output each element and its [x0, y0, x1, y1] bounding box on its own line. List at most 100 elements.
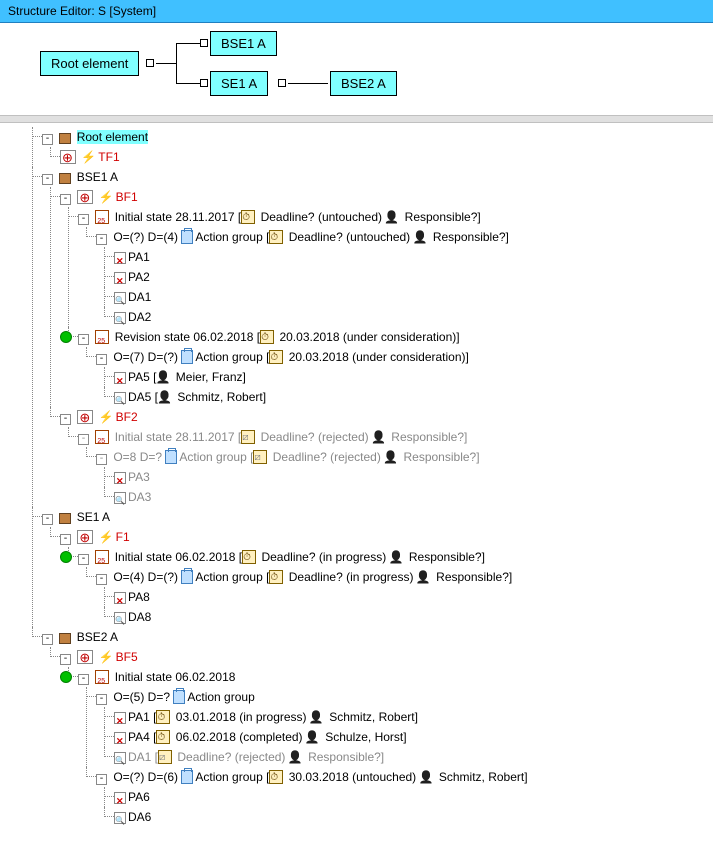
expander-icon[interactable]: - — [60, 534, 71, 545]
pa-label: PA1 — [128, 250, 150, 264]
person-text: Meier, Franz] — [172, 370, 245, 384]
da-label: DA5 [ — [128, 390, 158, 404]
pa3-row[interactable]: PA3 — [114, 467, 709, 487]
bf1-state2-ag-row[interactable]: - O=(7) D=(?) Action group [ 20.03.2018 … — [96, 347, 709, 367]
diagram-bse1-box[interactable]: BSE1 A — [210, 31, 277, 56]
bf1-row[interactable]: - ⚡BF1 — [60, 187, 709, 207]
clock-icon — [241, 210, 255, 224]
bf2-row[interactable]: - ⚡BF2 — [60, 407, 709, 427]
deadline-text: Deadline? (in progress) — [258, 550, 389, 564]
da8-row[interactable]: DA8 — [114, 607, 709, 627]
deadline-text: 06.02.2018 (completed) — [172, 730, 305, 744]
pa-label: PA5 [ — [128, 370, 156, 384]
expander-icon[interactable]: - — [96, 574, 107, 585]
bf5-ag2-row[interactable]: - O=(?) D=(6) Action group [ 30.03.2018 … — [96, 767, 709, 787]
da1-row[interactable]: DA1 — [114, 287, 709, 307]
deadline-text: Deadline? (rejected) — [257, 430, 372, 444]
da5-row[interactable]: DA5 [ Schmitz, Robert] — [114, 387, 709, 407]
bf5-row[interactable]: - ⚡BF5 — [60, 647, 709, 667]
state-text: Revision state 06.02.2018 [ — [115, 330, 260, 344]
effect-icon — [77, 530, 93, 544]
clock-icon — [269, 570, 283, 584]
tf1-row[interactable]: ⚡TF1 — [60, 147, 709, 167]
effect-icon — [77, 410, 93, 424]
expander-icon[interactable]: - — [78, 434, 89, 445]
expander-icon[interactable]: - — [60, 654, 71, 665]
tree-root-row[interactable]: - Root element — [42, 127, 709, 147]
pa6-row[interactable]: PA6 — [114, 787, 709, 807]
da3-row[interactable]: DA3 — [114, 487, 709, 507]
expander-icon[interactable]: - — [78, 334, 89, 345]
connector-icon — [200, 79, 208, 87]
ag-label: Action group [ — [179, 450, 253, 464]
se1-row[interactable]: - SE1 A — [42, 507, 709, 527]
clipboard-icon — [181, 570, 193, 584]
expander-icon[interactable]: - — [78, 554, 89, 565]
ag-resp: Responsible?] — [400, 450, 479, 464]
diagram-bse2-box[interactable]: BSE2 A — [330, 71, 397, 96]
expander-icon[interactable]: - — [78, 674, 89, 685]
da6-row[interactable]: DA6 — [114, 807, 709, 827]
bf5-ag1-row[interactable]: - O=(5) D=? Action group — [96, 687, 709, 707]
expander-icon[interactable]: - — [96, 774, 107, 785]
person-text: Schmitz, Robert] — [174, 390, 266, 404]
bse1-row[interactable]: - BSE1 A — [42, 167, 709, 187]
structure-diagram: Root element BSE1 A SE1 A BSE2 A — [0, 23, 713, 115]
pa-label: PA1 [ — [128, 710, 156, 724]
bf5-state-row[interactable]: - Initial state 06.02.2018 — [78, 667, 709, 687]
expander-icon[interactable]: - — [78, 214, 89, 225]
calendar-icon — [95, 670, 109, 684]
expander-icon[interactable]: - — [42, 634, 53, 645]
bf1-state2-row[interactable]: - Revision state 06.02.2018 [ 20.03.2018… — [78, 327, 709, 347]
diagram-root-box[interactable]: Root element — [40, 51, 139, 76]
f1-state-row[interactable]: - Initial state 06.02.2018 [ Deadline? (… — [78, 547, 709, 567]
da2-row[interactable]: DA2 — [114, 307, 709, 327]
bf1-state1-ag-row[interactable]: - O=(?) D=(4) Action group [ Deadline? (… — [96, 227, 709, 247]
x-icon — [114, 592, 126, 604]
clipboard-icon — [181, 230, 193, 244]
bf1-state1-row[interactable]: - Initial state 28.11.2017 [ Deadline? (… — [78, 207, 709, 227]
diagram-se1-box[interactable]: SE1 A — [210, 71, 268, 96]
x-icon — [114, 252, 126, 264]
green-dot-icon — [60, 671, 72, 683]
clock-icon — [269, 770, 283, 784]
x-icon — [114, 472, 126, 484]
bf5-da1-row[interactable]: DA1 [ Deadline? (rejected) Responsible?] — [114, 747, 709, 767]
expander-icon[interactable]: - — [60, 194, 71, 205]
bse2-row[interactable]: - BSE2 A — [42, 627, 709, 647]
bolt-icon: ⚡ — [81, 150, 96, 164]
calendar-icon — [95, 430, 109, 444]
deadline-text: 20.03.2018 (under consideration)] — [276, 330, 459, 344]
expander-icon[interactable]: - — [96, 354, 107, 365]
expander-icon[interactable]: - — [60, 414, 71, 425]
bf2-ag-row[interactable]: - O=8 D=? Action group [ Deadline? (reje… — [96, 447, 709, 467]
pa8-row[interactable]: PA8 — [114, 587, 709, 607]
clock-rejected-icon — [253, 450, 267, 464]
expander-icon[interactable]: - — [96, 694, 107, 705]
deadline-text: 03.01.2018 (in progress) — [172, 710, 309, 724]
bf5-pa1-row[interactable]: PA1 [ 03.01.2018 (in progress) Schmitz, … — [114, 707, 709, 727]
bf2-state-row[interactable]: - Initial state 28.11.2017 [ Deadline? (… — [78, 427, 709, 447]
ag-prefix: O=(?) D=(4) — [113, 230, 181, 244]
f1-ag-row[interactable]: - O=(4) D=(?) Action group [ Deadline? (… — [96, 567, 709, 587]
ag-prefix: O=(5) D=? — [113, 690, 173, 704]
expander-icon[interactable]: - — [96, 454, 107, 465]
expander-icon[interactable]: - — [42, 514, 53, 525]
pa1-row[interactable]: PA1 — [114, 247, 709, 267]
expander-icon[interactable]: - — [42, 134, 53, 145]
window-title: Structure Editor: S [System] — [8, 4, 156, 18]
pa5-row[interactable]: PA5 [ Meier, Franz] — [114, 367, 709, 387]
connector-icon — [146, 59, 154, 67]
f1-row[interactable]: - ⚡F1 — [60, 527, 709, 547]
expander-icon[interactable]: - — [42, 174, 53, 185]
bf2-label: BF2 — [116, 410, 138, 424]
expander-icon[interactable]: - — [96, 234, 107, 245]
folder-icon — [59, 133, 71, 144]
bf5-pa4-row[interactable]: PA4 [ 06.02.2018 (completed) Schulze, Ho… — [114, 727, 709, 747]
green-dot-icon — [60, 331, 72, 343]
state-text: Initial state 06.02.2018 — [115, 670, 236, 684]
effect-icon — [77, 650, 93, 664]
x-icon — [114, 732, 126, 744]
pa2-row[interactable]: PA2 — [114, 267, 709, 287]
ag-deadline: Deadline? (untouched) — [285, 230, 413, 244]
